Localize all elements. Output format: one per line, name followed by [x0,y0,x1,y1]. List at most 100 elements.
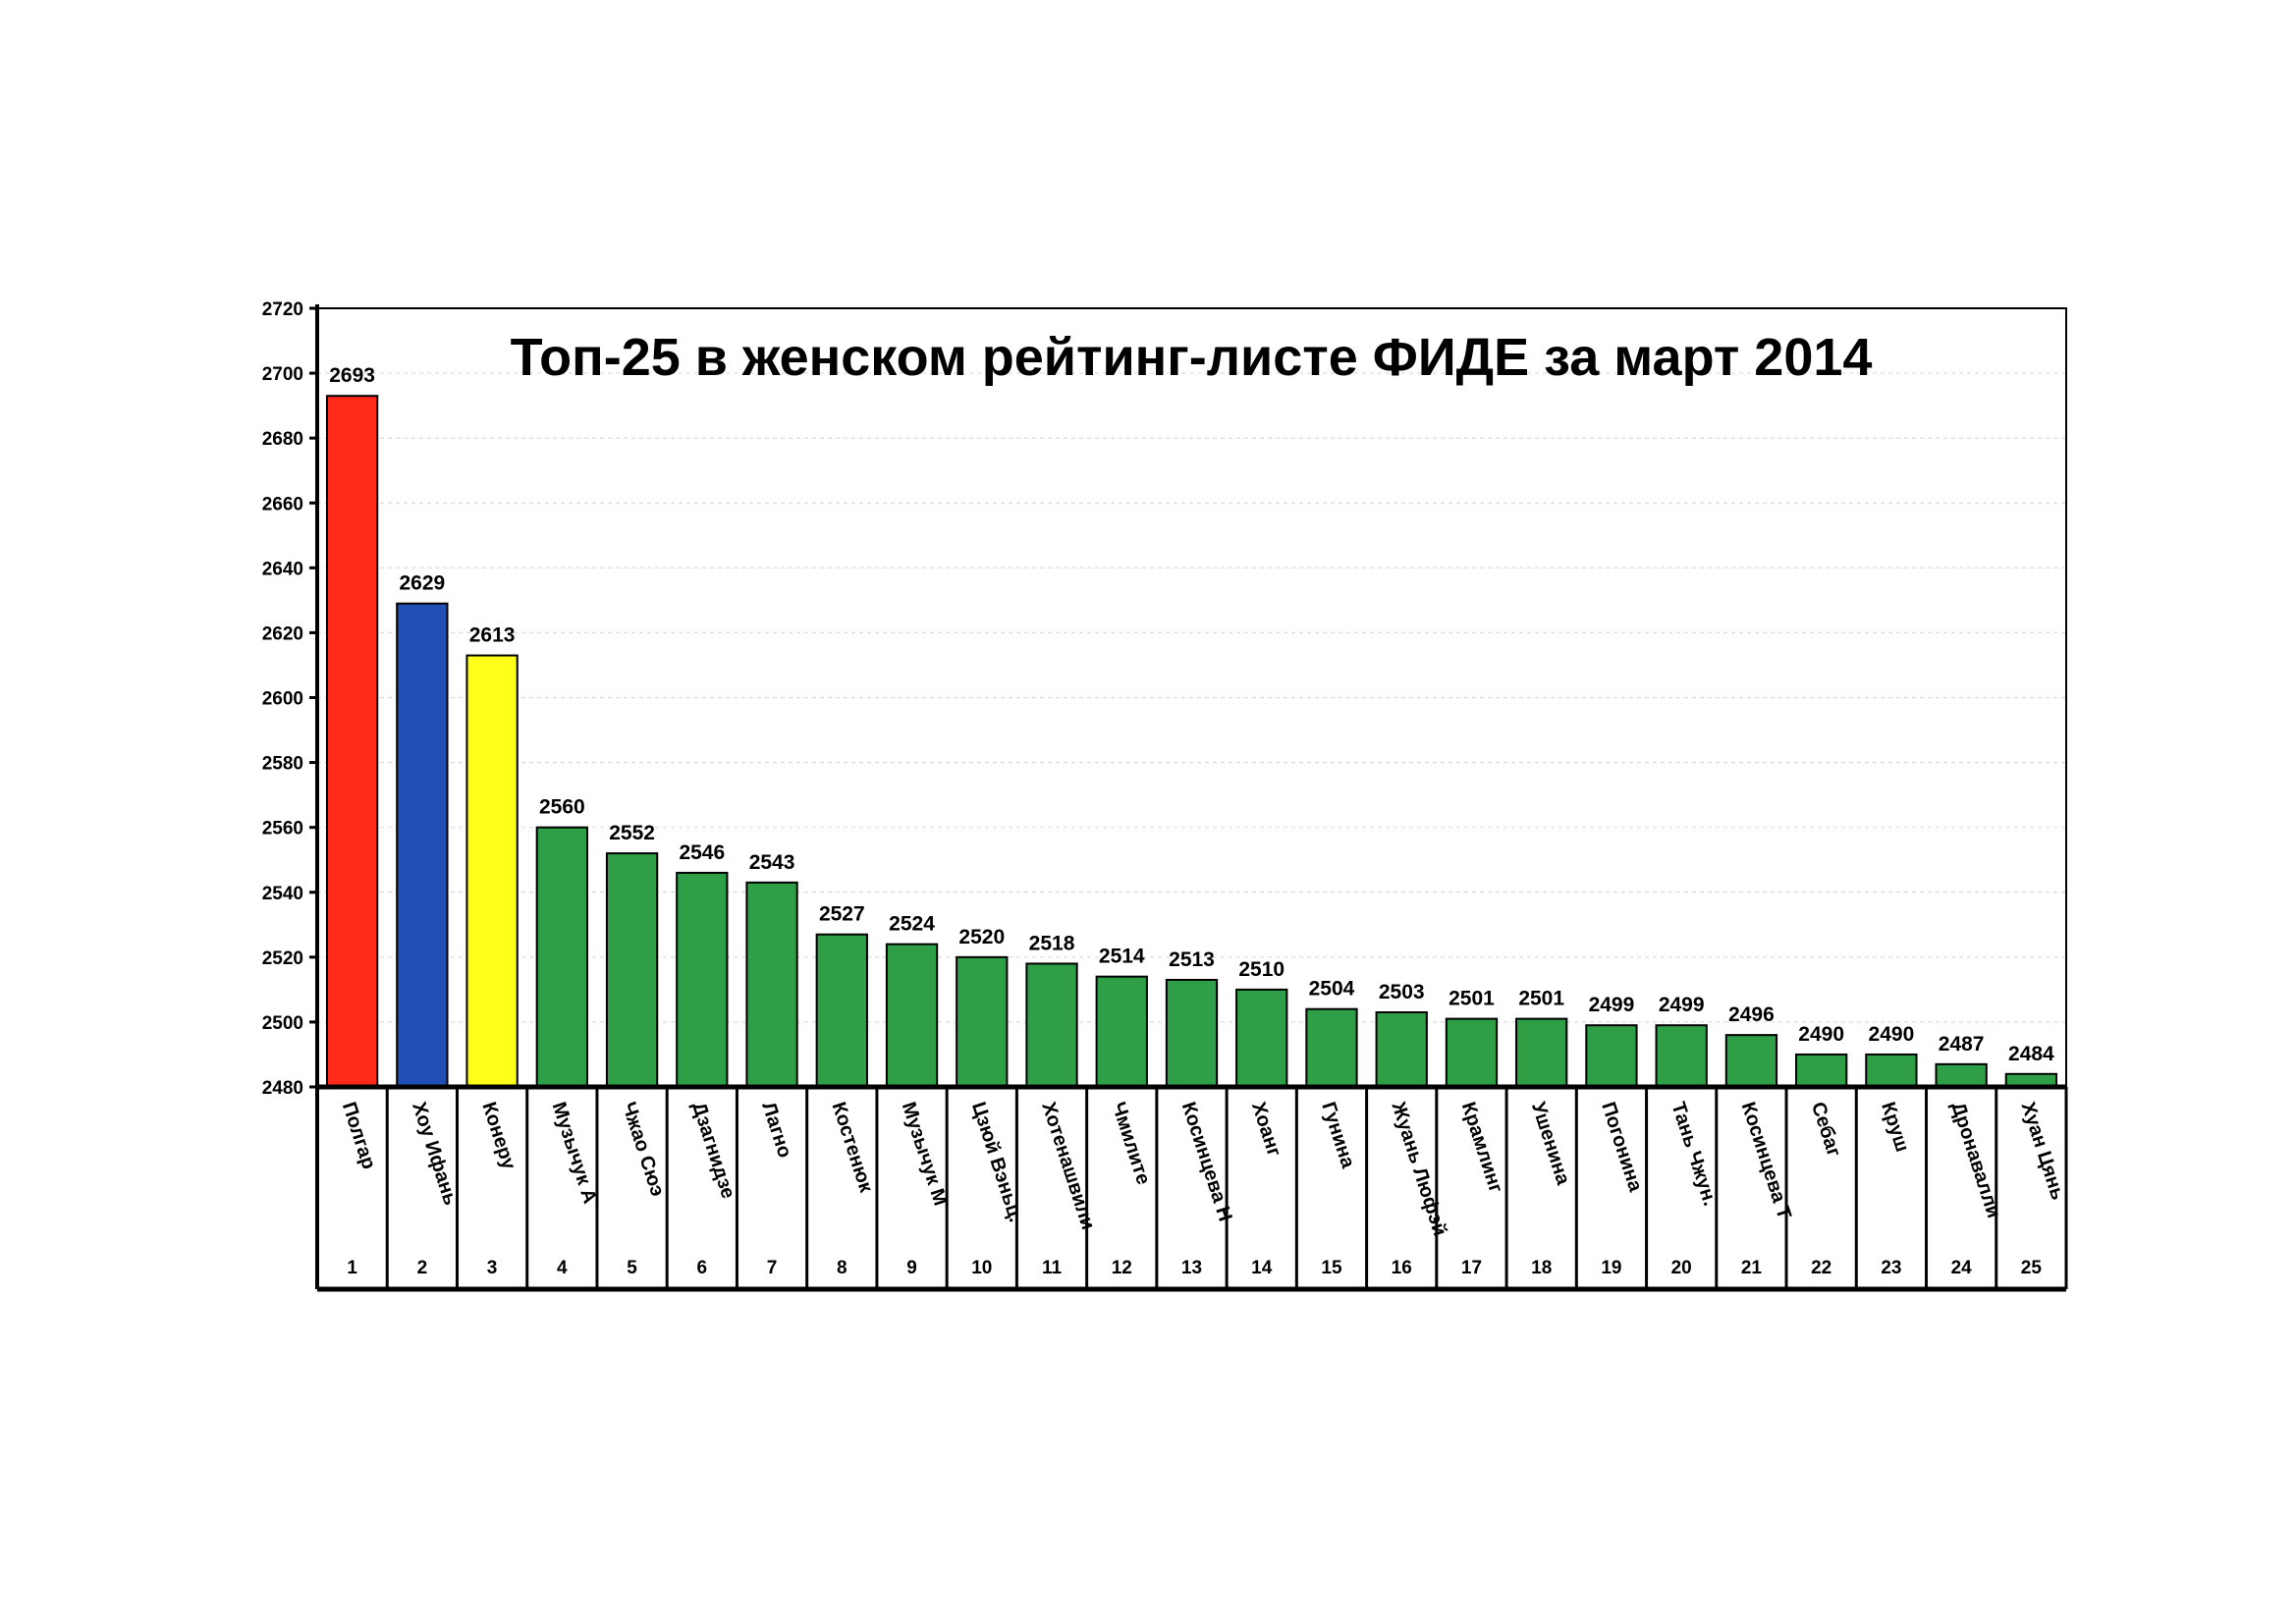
data-label: 2496 [1728,1003,1775,1026]
bar [885,943,939,1088]
rank-label: 1 [347,1258,357,1278]
rank-label: 15 [1321,1258,1342,1278]
data-label: 2613 [469,624,516,647]
data-label: 2524 [889,913,935,936]
category-label: Чмилите [1108,1100,1155,1188]
bar [1865,1053,1918,1089]
category-label: Себаг [1807,1100,1845,1160]
data-label: 2527 [819,903,865,926]
rank-label: 7 [767,1258,778,1278]
bar [1515,1017,1568,1089]
bar [1724,1034,1778,1088]
category-label: Погонина [1597,1100,1646,1195]
bar [1095,975,1148,1088]
data-label: 2693 [329,364,375,387]
category-label: Дзагнидзе [687,1100,738,1202]
y-tick-label: 2720 [262,299,303,320]
data-label: 2543 [749,851,795,874]
rank-label: 11 [1042,1258,1063,1278]
rank-label: 22 [1811,1258,1831,1278]
bar [676,871,729,1088]
data-label: 2546 [679,841,725,864]
bar [1165,978,1219,1089]
category-label: Музычук А [548,1100,601,1207]
y-tick-label: 2580 [262,754,303,775]
rank-label: 24 [1951,1258,1973,1278]
data-label: 2490 [1869,1023,1915,1046]
rank-label: 13 [1181,1258,1202,1278]
y-tick-label: 2520 [262,948,303,969]
rank-label: 6 [697,1258,708,1278]
category-label: Хоанг [1247,1100,1285,1160]
bar [956,955,1009,1088]
rank-label: 20 [1671,1258,1692,1278]
bar [1795,1053,1848,1089]
rank-label: 16 [1392,1258,1412,1278]
category-label: Ушенина [1527,1100,1574,1188]
y-tick-label: 2600 [262,689,303,710]
data-label: 2501 [1449,988,1495,1010]
category-label: Жуань Люфэй [1387,1099,1450,1239]
rank-label: 21 [1741,1258,1763,1278]
rank-label: 18 [1531,1258,1552,1278]
bar [815,933,868,1088]
y-tick-label: 2480 [262,1078,303,1099]
bar [745,881,798,1089]
bar [1585,1024,1638,1088]
bar [1235,988,1288,1088]
category-label: Хотенашвили [1037,1100,1099,1232]
rank-label: 8 [837,1258,847,1278]
data-label: 2513 [1169,948,1215,971]
rank-label: 5 [627,1258,637,1278]
rank-label: 17 [1461,1258,1482,1278]
category-label: Крамлинг [1457,1100,1507,1196]
category-label: Чжао Сюэ [618,1100,669,1200]
rank-label: 23 [1881,1258,1901,1278]
bar [396,602,449,1088]
category-label: Круш [1877,1100,1913,1155]
data-label: 2504 [1309,978,1355,1001]
bar [1655,1024,1708,1088]
category-label: Конеру [477,1100,519,1173]
data-label: 2560 [539,796,585,819]
data-label: 2503 [1379,981,1425,1003]
y-axis: 2480 2500 2520 2540 2560 2580 2600 2620 2640 2660… [262,299,319,1289]
y-tick-label: 2620 [262,623,303,644]
bar [325,395,379,1088]
y-tick-label: 2680 [262,429,303,450]
data-label: 2552 [609,822,655,844]
data-label: 2499 [1659,994,1705,1016]
y-tick-label: 2540 [262,884,303,904]
rank-label: 12 [1112,1258,1132,1278]
category-label: Гунина [1317,1100,1359,1172]
rank-label: 10 [971,1258,992,1278]
data-label: 2520 [958,926,1005,948]
category-label: Лагно [757,1100,795,1161]
bar [1375,1011,1428,1088]
bar [465,654,519,1088]
category-label: Тань Чжун. [1667,1100,1721,1209]
rank-label: 25 [2021,1258,2043,1278]
bar [1445,1017,1499,1089]
chart-title: Топ-25 в женском рейтинг-листе ФИДЕ за м… [511,328,1873,387]
data-label: 2501 [1518,988,1564,1010]
y-tick-label: 2660 [262,494,303,514]
rank-label: 9 [906,1258,917,1278]
y-tick-label: 2700 [262,364,303,385]
data-label: 2484 [2008,1043,2054,1065]
category-label: Полгар [338,1100,380,1172]
bar [1305,1007,1358,1088]
value-labels: 2693 2629 2613 2560 2552 2546 2543 2527 2524 2520… [329,364,2054,1065]
rank-label: 19 [1601,1258,1621,1278]
category-label: Хоу Ифань [408,1100,462,1209]
bar [605,852,659,1088]
name-table: Полгар 1 Хоу Ифань 2 Конеру 3 Музычук А 4 Чжао С… [315,1084,2068,1292]
data-label: 2490 [1798,1023,1844,1046]
rank-label: 2 [417,1258,428,1278]
data-label: 2487 [1939,1033,1985,1056]
y-tick-label: 2640 [262,559,303,579]
data-label: 2518 [1029,932,1075,954]
rank-label: 14 [1251,1258,1273,1278]
bars [325,395,2058,1089]
bar [1935,1062,1988,1089]
